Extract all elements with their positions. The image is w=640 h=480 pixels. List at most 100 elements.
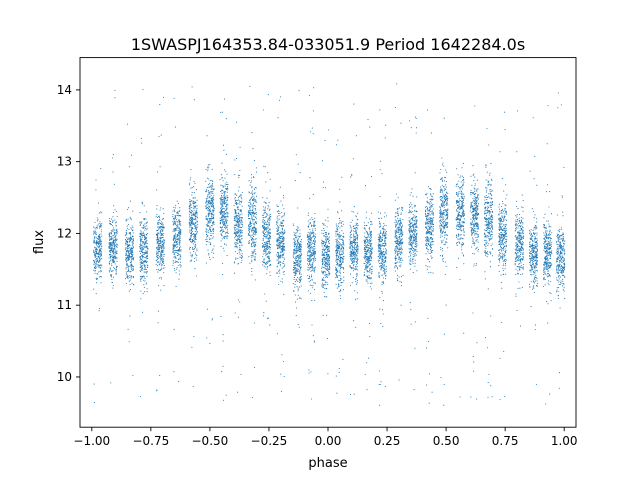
- data-point: [207, 170, 209, 172]
- data-point: [252, 193, 254, 195]
- data-point: [128, 228, 130, 230]
- data-point: [236, 204, 238, 206]
- data-point: [175, 272, 177, 274]
- data-point: [234, 231, 236, 233]
- data-point: [357, 251, 359, 253]
- data-point: [235, 216, 237, 218]
- data-point: [269, 249, 271, 251]
- data-point: [142, 224, 145, 226]
- data-point: [144, 226, 146, 228]
- data-point: [363, 222, 365, 224]
- data-point: [370, 212, 372, 214]
- data-point: [325, 256, 328, 258]
- data-point: [205, 230, 207, 232]
- data-point: [282, 271, 284, 273]
- data-point: [323, 260, 326, 262]
- data-point: [336, 234, 338, 236]
- data-point: [222, 214, 224, 216]
- data-point: [368, 251, 370, 253]
- data-point: [113, 251, 115, 253]
- data-point: [327, 275, 329, 277]
- data-point: [212, 257, 214, 259]
- data-point: [263, 259, 265, 261]
- data-point: [110, 241, 112, 244]
- data-point: [356, 266, 358, 268]
- data-point: [250, 214, 253, 216]
- data-point: [369, 277, 371, 279]
- data-point: [194, 230, 196, 232]
- data-point: [356, 273, 358, 275]
- data-point: [354, 265, 357, 267]
- data-point: [196, 211, 198, 213]
- data-point: [162, 244, 165, 247]
- data-point: [327, 266, 329, 268]
- data-point: [339, 272, 342, 274]
- data-point: [248, 234, 250, 236]
- data-point: [241, 244, 243, 246]
- data-point: [369, 263, 371, 266]
- data-point: [264, 216, 267, 218]
- data-point: [251, 234, 253, 236]
- data-point: [161, 259, 163, 261]
- data-point: [325, 288, 327, 290]
- data-point: [99, 245, 101, 247]
- data-point: [367, 259, 369, 261]
- data-point: [141, 267, 143, 269]
- data-point: [353, 230, 355, 232]
- data-point: [236, 206, 238, 208]
- data-point: [174, 239, 177, 241]
- data-point: [226, 181, 228, 183]
- data-point: [328, 236, 331, 238]
- data-point: [116, 246, 118, 248]
- data-point: [298, 265, 300, 267]
- data-point: [277, 254, 279, 257]
- data-point: [219, 217, 221, 219]
- data-point: [253, 219, 256, 221]
- data-point: [208, 222, 210, 224]
- data-point: [226, 207, 228, 209]
- data-point: [109, 256, 111, 258]
- data-point: [278, 255, 281, 257]
- data-point: [143, 286, 145, 288]
- data-point: [237, 223, 239, 225]
- data-point: [341, 210, 343, 212]
- data-point: [329, 274, 331, 276]
- data-point: [112, 230, 114, 233]
- data-point: [337, 245, 339, 247]
- data-point: [100, 224, 102, 226]
- data-point: [173, 237, 175, 239]
- data-point: [158, 252, 160, 254]
- data-point: [162, 248, 164, 250]
- data-point: [295, 250, 297, 252]
- data-point: [309, 254, 311, 256]
- data-point: [355, 215, 357, 217]
- data-point: [222, 180, 224, 182]
- data-point: [337, 255, 339, 257]
- data-point: [269, 218, 271, 221]
- data-point: [163, 240, 165, 242]
- data-point: [175, 238, 177, 240]
- data-point: [196, 255, 198, 257]
- data-point: [240, 230, 242, 232]
- data-point: [240, 262, 242, 264]
- data-point: [340, 247, 342, 249]
- data-point: [127, 251, 129, 254]
- data-point: [195, 219, 197, 221]
- data-point: [299, 277, 301, 279]
- data-point: [160, 258, 162, 260]
- data-point: [145, 242, 148, 244]
- data-point: [233, 216, 235, 218]
- data-point: [141, 221, 143, 223]
- data-point: [278, 227, 280, 229]
- data-point: [294, 272, 297, 274]
- data-point: [355, 277, 357, 279]
- data-point: [130, 219, 132, 221]
- data-point: [160, 207, 162, 209]
- data-point: [140, 232, 142, 234]
- data-point: [239, 233, 241, 235]
- data-point: [380, 231, 382, 234]
- data-point: [262, 237, 264, 239]
- data-point: [253, 223, 255, 225]
- data-point: [225, 226, 227, 228]
- data-point: [368, 277, 370, 279]
